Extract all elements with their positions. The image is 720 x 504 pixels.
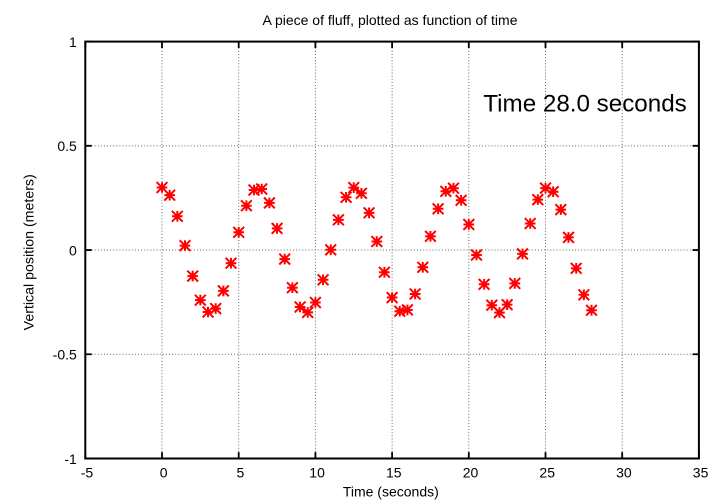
svg-text:15: 15 [386,465,402,481]
svg-text:35: 35 [693,465,709,481]
svg-text:30: 30 [616,465,632,481]
svg-text:25: 25 [539,465,555,481]
svg-text:Time 28.0 seconds: Time 28.0 seconds [483,91,686,118]
svg-text:20: 20 [463,465,479,481]
svg-text:Time (seconds): Time (seconds) [343,484,439,500]
svg-text:5: 5 [237,465,245,481]
svg-text:0: 0 [160,465,168,481]
svg-text:-5: -5 [81,465,94,481]
svg-text:Vertical position (meters): Vertical position (meters) [22,174,38,330]
svg-text:A piece of fluff, plotted as f: A piece of fluff, plotted as function of… [262,12,517,28]
svg-text:10: 10 [309,465,325,481]
svg-text:-0.5: -0.5 [53,347,77,363]
svg-text:-1: -1 [64,451,77,467]
svg-text:1: 1 [69,34,77,50]
svg-text:0: 0 [69,242,77,258]
svg-text:0.5: 0.5 [57,138,77,154]
